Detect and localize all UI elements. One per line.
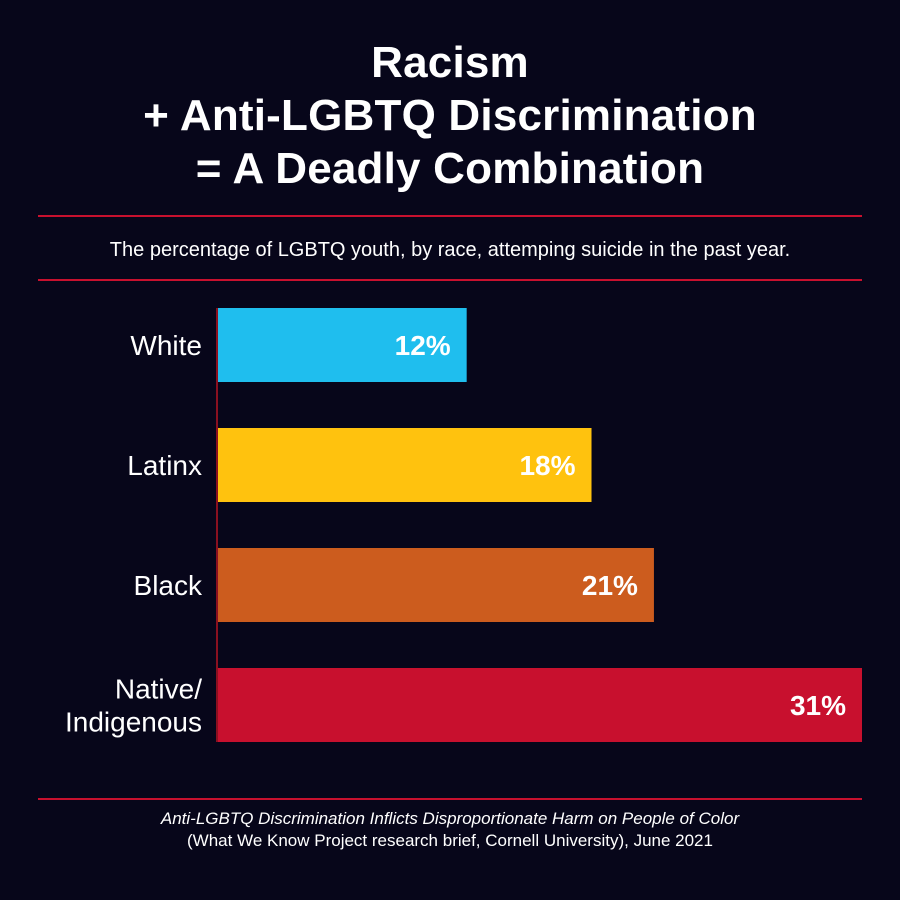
- chart-subtitle: The percentage of LGBTQ youth, by race, …: [109, 239, 791, 261]
- bar-value-label-3: 31%: [790, 690, 846, 721]
- bar-value-label-0: 12%: [395, 330, 451, 361]
- source-citation: Anti-LGBTQ Discrimination Inflicts Dispr…: [0, 808, 900, 852]
- category-label-3-1: Indigenous: [65, 707, 202, 738]
- title-line-1: Racism: [371, 38, 529, 87]
- footer-divider: [38, 798, 862, 800]
- category-label-0: White: [130, 330, 202, 361]
- title-line-2: + Anti-LGBTQ Discrimination: [143, 91, 757, 140]
- bar-2: [217, 548, 654, 622]
- top-divider: [38, 215, 862, 217]
- bar-0: [217, 308, 467, 382]
- category-label-3-0: Native/: [115, 674, 202, 705]
- category-label-1: Latinx: [127, 450, 202, 481]
- bar-value-label-1: 18%: [519, 450, 575, 481]
- source-detail: (What We Know Project research brief, Co…: [187, 831, 713, 850]
- bar-3: [217, 668, 862, 742]
- chart-title: Racism + Anti-LGBTQ Discrimination = A D…: [0, 36, 900, 195]
- bar-value-label-2: 21%: [582, 570, 638, 601]
- category-label-2: Black: [134, 570, 203, 601]
- source-title: Anti-LGBTQ Discrimination Inflicts Dispr…: [160, 809, 740, 828]
- subtitle-divider: [38, 279, 862, 281]
- bar-1: [217, 428, 592, 502]
- title-line-3: = A Deadly Combination: [195, 144, 705, 193]
